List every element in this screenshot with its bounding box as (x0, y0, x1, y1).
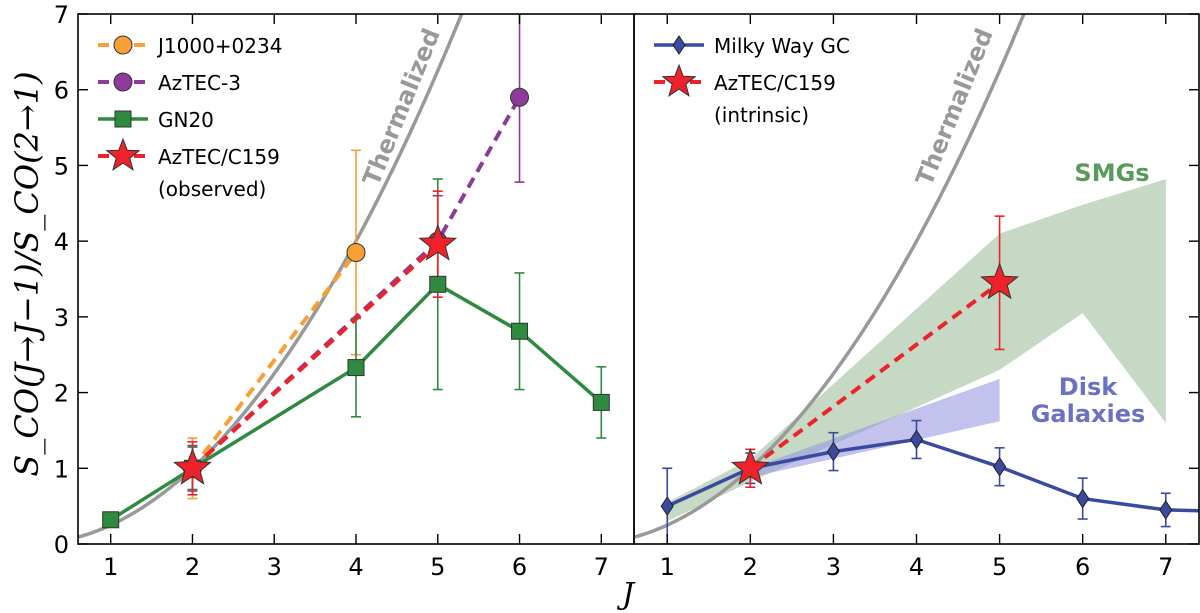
legend-label-gn20: GN20 (158, 108, 214, 132)
y-tick-label: 7 (54, 1, 69, 29)
legend-label-milky-way-gc: Milky Way GC (714, 34, 850, 58)
legend-marker-milky-way-gc (672, 35, 686, 55)
series-line-aztec-c159 (749, 281, 1001, 470)
legend-marker-gn20 (114, 110, 132, 128)
series-line-j1000-0234 (190, 251, 358, 470)
x-tick-label: 7 (594, 553, 609, 581)
x-tick-label: 3 (267, 553, 282, 581)
legend-label-aztec-c159: (observed) (158, 177, 266, 201)
legend-marker-aztec-3 (113, 72, 133, 92)
legend-marker-aztec-c159 (661, 63, 697, 97)
marker-milky-way-gc (909, 429, 924, 450)
marker-gn20 (511, 322, 529, 340)
y-tick-label: 0 (54, 531, 69, 559)
legend-marker-j1000-0234 (113, 35, 133, 55)
band-label-line: Galaxies (1031, 400, 1146, 428)
series-line-gn20 (109, 282, 603, 522)
x-tick-label: 1 (660, 553, 675, 581)
marker-milky-way-gc (660, 496, 674, 517)
legend-label-aztec-3: AzTEC-3 (158, 71, 241, 95)
marker-milky-way-gc (992, 456, 1007, 477)
marker-aztec-c159 (418, 223, 458, 261)
legend-marker-aztec-c159 (105, 137, 141, 171)
legend-label-aztec-c159: (intrinsic) (714, 103, 809, 127)
x-axis-label: J (616, 577, 636, 612)
band-label-smgs: SMGs (1074, 159, 1149, 187)
y-tick-label: 1 (54, 455, 69, 483)
marker-milky-way-gc (826, 441, 841, 462)
band-smgs (667, 179, 1166, 522)
left-panel: Thermalized J1000+0234 AzTEC-3 GN20 AzTEC/C1… (54, 1, 635, 581)
axis-labels: J S_CO(J→J−1)/S_CO(2→1) (8, 71, 636, 612)
y-tick-label: 5 (54, 152, 69, 180)
y-tick-label: 4 (54, 228, 69, 256)
marker-milky-way-gc (1076, 488, 1090, 509)
band-disk-galaxies (750, 378, 1000, 478)
x-tick-label: 5 (430, 553, 445, 581)
thermalized-curve (634, 14, 1026, 539)
y-tick-label: 6 (54, 77, 69, 105)
x-tick-label: 4 (909, 553, 924, 581)
marker-j1000-0234 (346, 243, 366, 262)
marker-aztec-3 (510, 87, 530, 107)
x-tick-label: 3 (826, 553, 841, 581)
legend-label-j1000-0234: J1000+0234 (156, 34, 282, 58)
series-line-aztec-c159 (191, 242, 440, 470)
x-tick-label: 7 (1158, 553, 1173, 581)
x-tick-label: 6 (512, 553, 527, 581)
y-tick-label: 3 (54, 304, 69, 332)
marker-aztec-c159 (980, 262, 1020, 300)
x-tick-label: 1 (103, 553, 118, 581)
marker-gn20 (429, 275, 447, 293)
band-label-line: Disk (1059, 373, 1118, 401)
x-tick-label: 2 (743, 553, 758, 581)
y-axis-label: S_CO(J→J−1)/S_CO(2→1) (8, 71, 46, 476)
y-tick-label: 2 (54, 380, 69, 408)
x-tick-label: 2 (185, 553, 200, 581)
thermalized-label: Thermalized (357, 24, 445, 189)
x-tick-label: 4 (348, 553, 363, 581)
x-tick-label: 5 (992, 553, 1007, 581)
marker-milky-way-gc (1159, 500, 1173, 520)
plot-area (78, 14, 610, 539)
marker-aztec-c159 (730, 447, 770, 485)
marker-aztec-c159 (173, 447, 212, 485)
marker-gn20 (347, 359, 365, 377)
band-label-disk-galaxies: Disk Galaxies (1031, 373, 1146, 428)
marker-gn20 (592, 393, 610, 411)
band-label-line: SMGs (1074, 159, 1149, 187)
plot-area (634, 14, 1199, 544)
marker-gn20 (102, 511, 120, 529)
legend-label-aztec-c159: AzTEC/C159 (714, 71, 836, 95)
x-tick-label: 6 (1075, 553, 1090, 581)
legend-label-aztec-c159: AzTEC/C159 (158, 145, 280, 169)
